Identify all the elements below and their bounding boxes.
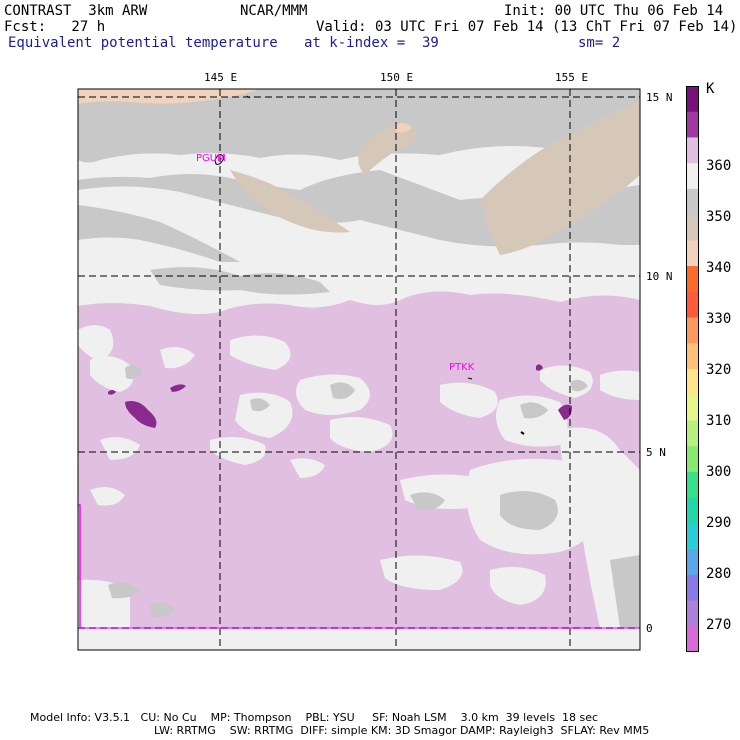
colorbar-swatch [686,446,698,473]
island-outline [520,431,525,435]
station-pgum: PGUM [196,153,226,164]
colorbar-unit: K [706,81,715,97]
colorbar-label: 320 [706,362,732,378]
colorbar-swatch [686,343,698,370]
colorbar-swatch [686,626,698,652]
colorbar-label: 310 [706,413,732,429]
colorbar-swatch [686,240,698,267]
guam-coastline [214,154,225,165]
colorbar-swatch [686,163,698,190]
model-info-line1: Model Info: V3.5.1 CU: No Cu MP: Thompso… [30,711,599,724]
valid-time: Valid: 03 UTC Fri 07 Feb 14 (13 ChT Fri … [316,19,738,35]
colorbar-swatch [686,291,698,319]
colorbar-swatch [686,111,698,138]
forecast-hour: Fcst: 27 h [4,19,106,35]
colorbar-label: 330 [706,311,732,327]
colorbar-label: 300 [706,464,732,480]
map-grid [78,89,640,650]
colorbar-frame [686,86,699,652]
level-info: at k-index = 39 [304,35,439,51]
colorbar-swatch [686,497,698,524]
colorbar-swatch [686,471,698,499]
station-ptkk: PTKK [449,362,475,373]
colorbar-label: 340 [706,260,732,276]
colorbar-swatch [686,523,698,550]
model-info-line2: LW: RRTMG SW: RRTMG DIFF: simple KM: 3D … [154,724,650,737]
colorbar-label: 270 [706,617,732,633]
smoothing-info: sm= 2 [578,35,621,51]
lat-label-0: 0 [646,622,653,635]
colorbar-swatch [686,549,698,576]
lat-label-10n: 10 N [646,270,673,283]
colorbar-label: 350 [706,209,732,225]
colorbar-swatch [686,137,698,164]
colorbar-swatch [686,600,698,627]
domain-boundary [78,504,81,628]
model-title: CONTRAST 3km ARW [4,3,148,19]
colorbar-swatch [686,394,698,421]
colorbar-swatch [686,369,698,396]
lon-label-155: 155 E [555,71,589,84]
lat-label-15n: 15 N [646,91,673,104]
lat-label-5n: 5 N [646,446,666,459]
colorbar-swatch [686,188,698,216]
island-outline [246,95,251,99]
colorbar-label: 360 [706,158,732,174]
colorbar-swatch [686,214,698,241]
map-frame [77,88,641,651]
init-time: Init: 00 UTC Thu 06 Feb 14 [504,3,724,19]
colorbar-swatch [686,574,698,602]
colorbar-swatch [686,317,698,344]
colorbar-swatch [686,86,698,113]
chuuk-outline [467,377,473,380]
colorbar-label: 290 [706,515,732,531]
center-title: NCAR/MMM [240,3,308,19]
lon-label-145: 145 E [204,71,238,84]
colorbar-swatch [686,266,698,293]
field-name: Equivalent potential temperature [8,35,278,51]
lon-label-150: 150 E [380,71,414,84]
colorbar-swatch [686,420,698,447]
colorbar-label: 280 [706,566,732,582]
colorbar [686,86,699,652]
